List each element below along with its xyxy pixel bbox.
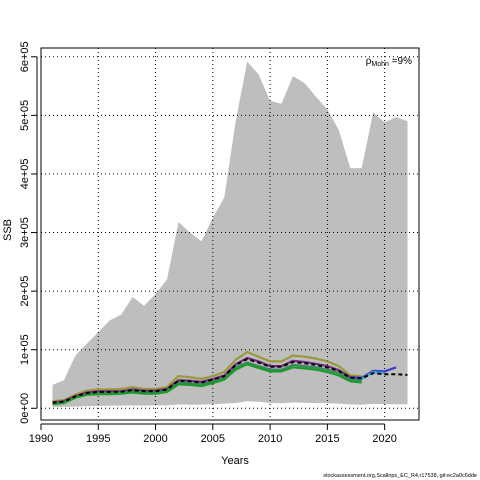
y-axis: 0e+00 1e+05 2e+05 3e+05 4e+05 5e+05 6e+05 xyxy=(19,41,38,424)
x-tick-label: 2010 xyxy=(258,433,282,445)
series-line-2 xyxy=(52,356,362,404)
y-tick-label: 6e+05 xyxy=(19,41,31,72)
plot-frame xyxy=(40,47,420,421)
y-tick-label: 5e+05 xyxy=(19,100,31,131)
y-tick-label: 4e+05 xyxy=(19,158,31,189)
x-tick-label: 2015 xyxy=(315,433,339,445)
x-tick-label: 1990 xyxy=(29,433,53,445)
y-tick-label: 3e+05 xyxy=(19,217,31,248)
series-layer xyxy=(52,350,408,406)
series-line-6 xyxy=(52,363,362,406)
confidence-band xyxy=(52,61,408,408)
x-tick-label: 2005 xyxy=(201,433,225,445)
x-axis-title: Years xyxy=(221,455,249,467)
series-line-1 xyxy=(52,350,362,403)
y-axis-title: SSB xyxy=(2,219,14,241)
x-tick-label: 1995 xyxy=(86,433,110,445)
x-axis: 1990 1995 2000 2005 2010 2015 2020 xyxy=(29,423,397,445)
y-tick-label: 1e+05 xyxy=(19,334,31,365)
y-tick-label: 0e+00 xyxy=(19,393,31,424)
x-tick-label: 2000 xyxy=(143,433,167,445)
mohn-rho-value: =9% xyxy=(389,56,412,67)
y-tick-label: 2e+05 xyxy=(19,276,31,307)
x-tick-label: 2020 xyxy=(372,433,396,445)
mohn-rho-symbol: ρ xyxy=(366,56,372,67)
mohn-rho-subscript: Mohn xyxy=(371,61,389,68)
credit-text: stockassessment.org,Scallops_EC_R4,r1753… xyxy=(323,473,477,479)
series-line-7 xyxy=(52,358,408,404)
confidence-band-layer xyxy=(52,61,408,408)
mohn-rho-annotation: ρMohn =9% xyxy=(366,56,412,68)
